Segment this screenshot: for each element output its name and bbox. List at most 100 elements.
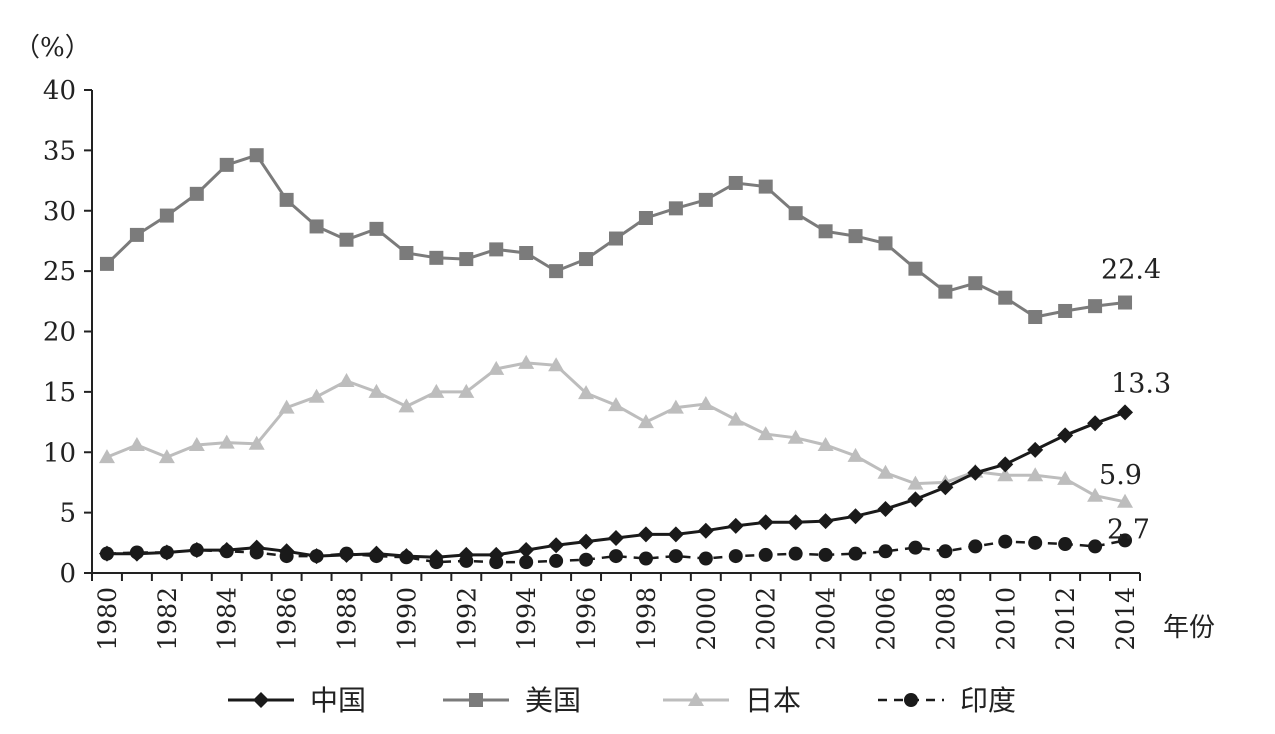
india-point — [908, 540, 923, 555]
japan-point — [727, 411, 744, 426]
japan-point — [188, 437, 205, 452]
china-point — [967, 464, 984, 481]
end-value-label-japan: 5.9 — [1099, 460, 1142, 491]
x-tick-label: 1990 — [392, 587, 421, 651]
japan-point — [907, 475, 924, 490]
usa-point — [638, 210, 653, 225]
usa-point — [309, 219, 324, 234]
x-axis-title: 年份 — [1163, 613, 1215, 643]
usa-point — [1028, 310, 1043, 325]
china-point — [1087, 415, 1104, 432]
japan-point — [308, 388, 325, 403]
usa-point — [249, 148, 264, 163]
usa-point — [159, 208, 174, 223]
japan-point — [128, 437, 145, 452]
india-point — [1088, 539, 1103, 554]
japan-point — [158, 449, 175, 464]
usa-point — [549, 264, 564, 279]
x-tick-label: 1996 — [572, 587, 601, 651]
china-point — [727, 517, 744, 534]
y-tick-label: 30 — [43, 197, 76, 227]
usa-point — [519, 246, 534, 261]
x-tick-label: 1982 — [153, 587, 182, 651]
china-point — [308, 548, 325, 565]
legend-label-china: 中国 — [310, 684, 366, 717]
japan-point — [817, 437, 834, 452]
india-point — [998, 534, 1013, 549]
y-tick-label: 5 — [59, 499, 76, 529]
japan-point — [787, 429, 804, 444]
y-tick-label: 0 — [59, 559, 76, 589]
y-tick-label: 15 — [43, 378, 76, 408]
china-point — [667, 526, 684, 543]
india-point — [938, 544, 953, 559]
usa-point — [788, 206, 803, 221]
x-tick-label: 1980 — [93, 587, 122, 651]
china-point — [548, 537, 565, 554]
japan-point — [847, 447, 864, 462]
usa-point — [878, 236, 893, 251]
china-point — [158, 544, 175, 561]
x-tick-label: 1986 — [273, 587, 302, 651]
china-point — [877, 501, 894, 518]
x-tick-label: 2010 — [991, 587, 1020, 651]
japan-point — [757, 426, 774, 441]
legend-item-usa: 美国 — [443, 684, 581, 717]
japan-point — [667, 399, 684, 414]
usa-point — [339, 232, 354, 247]
series-usa: 22.4 — [99, 148, 1161, 325]
japan-point — [1087, 487, 1104, 502]
japan-point — [637, 414, 654, 429]
x-tick-label: 2014 — [1111, 587, 1140, 651]
legend-item-japan: 日本 — [663, 684, 801, 717]
series-china: 13.3 — [98, 368, 1171, 566]
usa-point — [399, 246, 414, 261]
japan-point — [997, 467, 1014, 482]
china-point — [817, 513, 834, 530]
end-value-label-usa: 22.4 — [1101, 255, 1161, 286]
japan-point — [458, 383, 475, 398]
japan-point — [518, 354, 535, 369]
x-tick-label: 1984 — [213, 587, 242, 651]
japan-point — [98, 449, 115, 464]
india-point — [728, 549, 743, 564]
china-point — [997, 456, 1014, 473]
china-point — [278, 543, 295, 560]
india-point — [1118, 533, 1133, 548]
axes-group — [91, 90, 1140, 574]
legend-china-point — [253, 692, 269, 708]
japan-point — [1057, 470, 1074, 485]
india-point — [579, 552, 594, 567]
china-point — [787, 514, 804, 531]
india-point — [638, 551, 653, 566]
x-tick-label: 2004 — [812, 587, 841, 651]
x-tick-label: 1998 — [632, 587, 661, 651]
china-point — [188, 542, 205, 559]
japan-point — [697, 395, 714, 410]
usa-point — [938, 284, 953, 299]
x-tick-label: 2012 — [1051, 587, 1080, 651]
japan-point — [278, 399, 295, 414]
usa-point — [459, 252, 474, 267]
china-point — [578, 533, 595, 550]
usa-point — [818, 224, 833, 239]
japan-point — [218, 434, 235, 449]
india-point — [519, 555, 534, 570]
usa-point — [668, 201, 683, 216]
japan-point — [1117, 493, 1134, 508]
india-point — [758, 547, 773, 562]
china-point — [338, 546, 355, 563]
japan-point — [368, 383, 385, 398]
india-point — [698, 551, 713, 566]
x-tick-label: 2002 — [752, 587, 781, 651]
legend: 中国 美国 日本 印度 — [228, 684, 1016, 717]
legend-label-usa: 美国 — [525, 684, 581, 717]
y-tick-label: 25 — [43, 257, 76, 287]
china-point — [1117, 404, 1134, 421]
legend-usa-point — [469, 693, 483, 707]
y-ticks-group: 0 5 10 15 20 25 30 35 40 — [43, 76, 92, 589]
usa-point — [758, 179, 773, 194]
usa-point — [369, 221, 384, 236]
usa-point — [579, 252, 594, 267]
